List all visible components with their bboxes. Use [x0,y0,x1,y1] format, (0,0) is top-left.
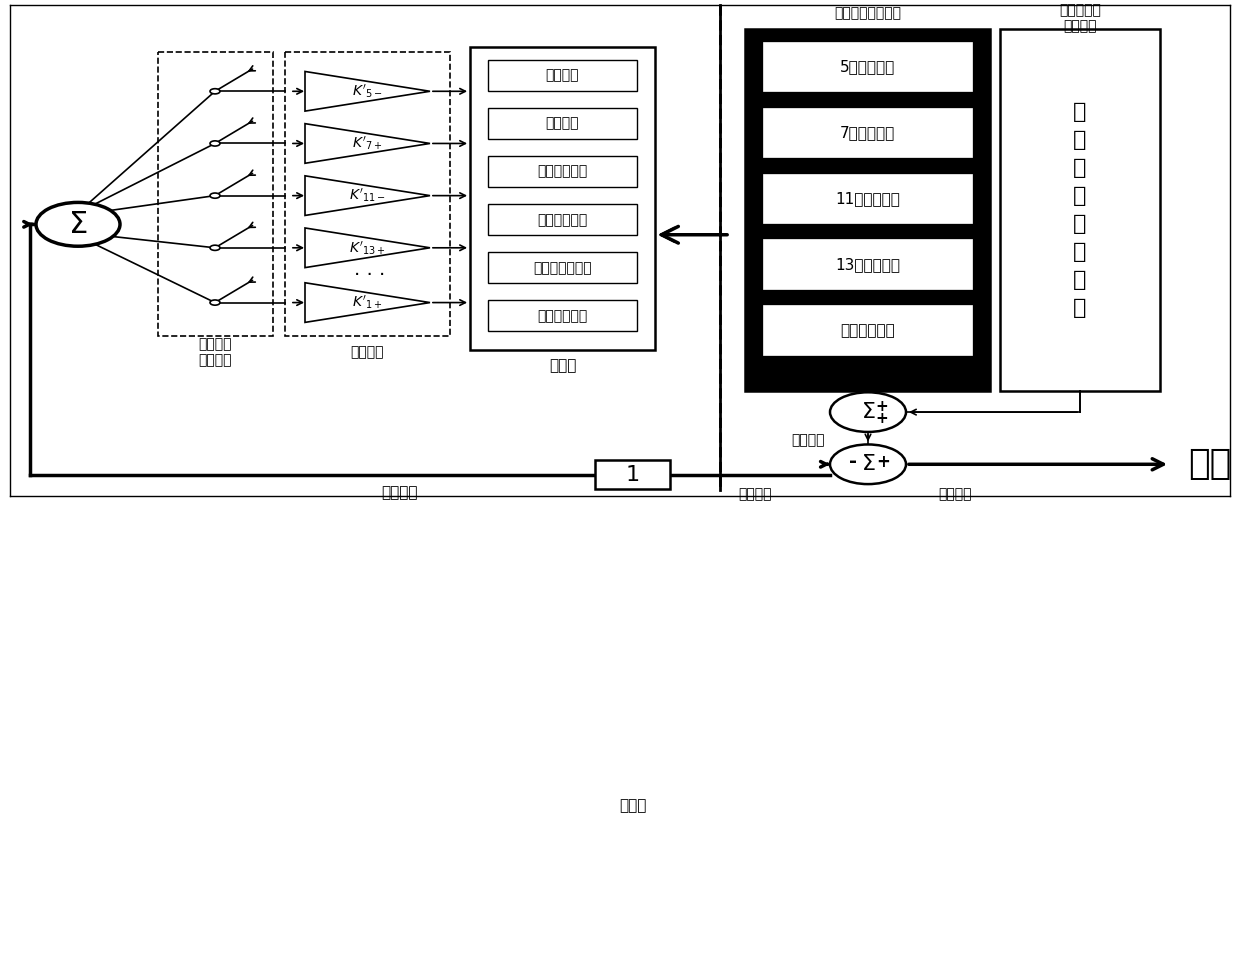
Text: +: + [875,399,888,414]
Circle shape [210,246,219,250]
Text: 电网: 电网 [1188,447,1231,481]
Text: 谐波分离: 谐波分离 [546,69,579,82]
Bar [489,204,637,235]
Text: 11次负序谐波: 11次负序谐波 [835,191,900,206]
Bar [999,29,1159,391]
Text: 电流环: 电流环 [619,799,646,813]
Text: 限容系数下发: 限容系数下发 [537,309,588,323]
Bar [285,52,450,337]
Text: 网侧电流: 网侧电流 [939,487,972,502]
Text: $K'_{5-}$: $K'_{5-}$ [352,82,383,100]
Text: 负载电流: 负载电流 [791,433,825,447]
Bar [745,29,990,391]
Text: 污染电网电流分量: 污染电网电流分量 [835,6,901,20]
Bar [489,108,637,139]
Bar [470,47,655,349]
Text: 13次正序谐波: 13次正序谐波 [835,257,900,271]
Text: 指令电流: 指令电流 [382,485,418,501]
Text: 不污染电网
电流分量: 不污染电网 电流分量 [1059,3,1101,34]
Bar [489,156,637,187]
Text: 运行时间反馈: 运行时间反馈 [537,213,588,226]
Text: $\Sigma$: $\Sigma$ [68,210,88,239]
Circle shape [210,300,219,305]
Bar [489,300,637,332]
Circle shape [36,202,120,246]
Text: 容量分配: 容量分配 [546,117,579,130]
Bar [489,252,637,284]
Polygon shape [305,72,430,111]
Polygon shape [305,283,430,322]
Text: $K'_{13+}$: $K'_{13+}$ [350,239,386,257]
Text: +: + [875,410,888,426]
Text: 5次负序谐波: 5次负序谐波 [839,59,895,74]
Bar [763,42,972,91]
Text: 基波正序无功: 基波正序无功 [841,322,895,338]
Text: 补偿电流: 补偿电流 [738,487,771,502]
Circle shape [830,444,906,484]
Polygon shape [305,124,430,163]
Bar [763,305,972,355]
Text: +: + [877,453,890,471]
Text: 控制器: 控制器 [549,358,577,373]
Circle shape [210,88,219,94]
Text: 基
波
正
序
有
功
电
流: 基 波 正 序 有 功 电 流 [1074,102,1086,318]
Text: · · ·: · · · [355,266,386,285]
Text: 1: 1 [625,465,640,484]
Polygon shape [305,175,430,216]
Text: 7次正序谐波: 7次正序谐波 [839,125,895,140]
Text: $K'_{11-}$: $K'_{11-}$ [350,187,386,204]
Bar [157,52,273,337]
Bar [763,107,972,157]
Circle shape [210,141,219,146]
Bar [489,60,637,91]
Bar [763,174,972,223]
Circle shape [830,392,906,432]
Text: -: - [849,453,857,471]
Text: $K'_{1+}$: $K'_{1+}$ [352,293,383,312]
Circle shape [210,193,219,199]
Text: $\Sigma$: $\Sigma$ [861,455,875,475]
Text: 补偿优先级设定: 补偿优先级设定 [533,261,591,274]
Text: 运行状态反馈: 运行状态反馈 [537,165,588,178]
Text: 谐波补偿
频次设定: 谐波补偿 频次设定 [198,337,232,367]
Text: $\Sigma$: $\Sigma$ [861,402,875,422]
Text: $K'_{7+}$: $K'_{7+}$ [352,134,383,152]
Text: 限容系数: 限容系数 [351,345,384,359]
Polygon shape [305,228,430,268]
Bar [763,240,972,289]
Bar [595,460,670,489]
